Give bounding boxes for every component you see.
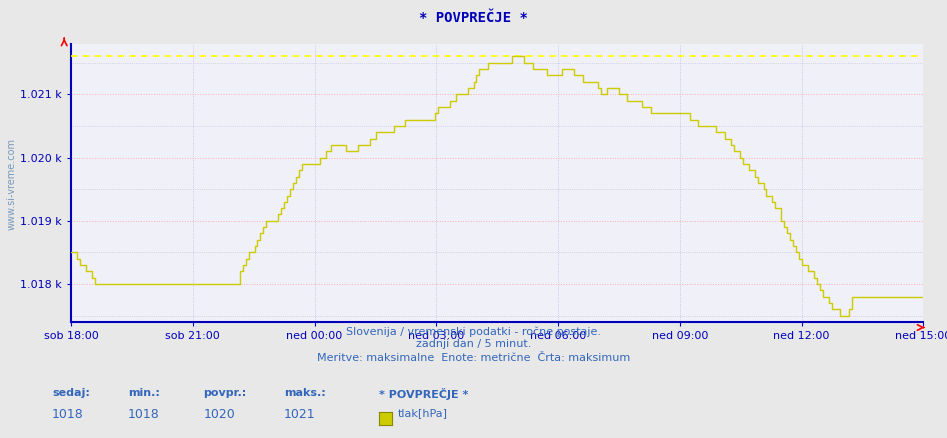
- Text: www.si-vreme.com: www.si-vreme.com: [7, 138, 16, 230]
- Text: 1018: 1018: [128, 408, 160, 421]
- Text: 1020: 1020: [204, 408, 236, 421]
- Text: Slovenija / vremenski podatki - ročne postaje.: Slovenija / vremenski podatki - ročne po…: [346, 326, 601, 337]
- Text: zadnji dan / 5 minut.: zadnji dan / 5 minut.: [416, 339, 531, 350]
- Text: povpr.:: povpr.:: [204, 388, 247, 398]
- Text: 1018: 1018: [52, 408, 84, 421]
- Text: 1021: 1021: [284, 408, 315, 421]
- Text: * POVPREČJE *: * POVPREČJE *: [379, 388, 468, 399]
- Text: Meritve: maksimalne  Enote: metrične  Črta: maksimum: Meritve: maksimalne Enote: metrične Črta…: [317, 353, 630, 363]
- Text: * POVPREČJE *: * POVPREČJE *: [420, 11, 527, 25]
- Text: sedaj:: sedaj:: [52, 388, 90, 398]
- Text: maks.:: maks.:: [284, 388, 326, 398]
- Text: tlak[hPa]: tlak[hPa]: [398, 408, 448, 418]
- Text: min.:: min.:: [128, 388, 160, 398]
